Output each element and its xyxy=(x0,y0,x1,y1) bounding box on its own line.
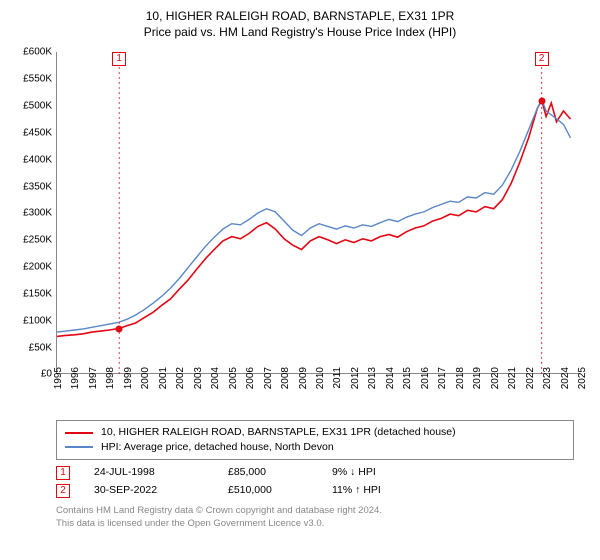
x-axis-tick: 2000 xyxy=(140,367,151,389)
marker-date: 24-JUL-1998 xyxy=(94,464,204,482)
y-axis-tick: £150K xyxy=(10,288,52,299)
x-axis-tick: 2022 xyxy=(525,367,536,389)
x-axis-tick: 2018 xyxy=(455,367,466,389)
x-axis-tick: 2013 xyxy=(367,367,378,389)
x-axis-tick: 2001 xyxy=(158,367,169,389)
x-axis-tick: 1996 xyxy=(70,367,81,389)
event-marker-box: 1 xyxy=(112,52,126,66)
y-axis-tick: £200K xyxy=(10,262,52,273)
legend-swatch xyxy=(65,432,93,434)
y-axis-tick: £350K xyxy=(10,181,52,192)
legend-item: 10, HIGHER RALEIGH ROAD, BARNSTAPLE, EX3… xyxy=(65,425,565,440)
marker-number-box: 2 xyxy=(56,484,70,498)
marker-delta: 9% ↓ HPI xyxy=(332,464,376,482)
legend-swatch xyxy=(65,446,93,448)
marker-row: 1 24-JUL-1998 £85,000 9% ↓ HPI xyxy=(56,464,574,482)
y-axis-tick: £450K xyxy=(10,127,52,138)
x-axis-tick: 2017 xyxy=(437,367,448,389)
sale-point xyxy=(116,325,123,332)
x-axis-tick: 2012 xyxy=(350,367,361,389)
marker-number-box: 1 xyxy=(56,466,70,480)
chart-title: 10, HIGHER RALEIGH ROAD, BARNSTAPLE, EX3… xyxy=(10,8,590,24)
x-axis-tick: 2019 xyxy=(472,367,483,389)
x-axis-tick: 1998 xyxy=(105,367,116,389)
x-axis-tick: 2009 xyxy=(298,367,309,389)
x-axis-tick: 2004 xyxy=(210,367,221,389)
series-hpi xyxy=(57,100,571,333)
x-axis-tick: 2021 xyxy=(507,367,518,389)
x-axis-tick: 2010 xyxy=(315,367,326,389)
x-axis-tick: 1999 xyxy=(123,367,134,389)
x-axis-tick: 2006 xyxy=(245,367,256,389)
marker-price: £510,000 xyxy=(228,482,308,500)
x-axis-tick: 2020 xyxy=(490,367,501,389)
x-axis-tick: 2014 xyxy=(385,367,396,389)
y-axis-tick: £50K xyxy=(10,342,52,353)
series-price_paid xyxy=(57,101,571,337)
y-axis-tick: £600K xyxy=(10,47,52,58)
y-axis-tick: £550K xyxy=(10,74,52,85)
x-axis-tick: 1995 xyxy=(53,367,64,389)
x-axis-tick: 2011 xyxy=(332,367,343,389)
footer-line-2: This data is licensed under the Open Gov… xyxy=(56,518,574,531)
y-axis-tick: £400K xyxy=(10,154,52,165)
x-axis-tick: 2003 xyxy=(193,367,204,389)
sale-point xyxy=(538,97,545,104)
marker-date: 30-SEP-2022 xyxy=(94,482,204,500)
legend: 10, HIGHER RALEIGH ROAD, BARNSTAPLE, EX3… xyxy=(56,420,574,459)
legend-item: HPI: Average price, detached house, Nort… xyxy=(65,440,565,455)
event-marker-box: 2 xyxy=(535,52,549,66)
chart-lines xyxy=(57,52,580,373)
x-axis-tick: 2002 xyxy=(175,367,186,389)
marker-table: 1 24-JUL-1998 £85,000 9% ↓ HPI 2 30-SEP-2022 £… xyxy=(56,464,574,500)
x-axis-tick: 1997 xyxy=(88,367,99,389)
x-axis-tick: 2023 xyxy=(542,367,553,389)
x-axis-tick: 2008 xyxy=(280,367,291,389)
chart-subtitle: Price paid vs. HM Land Registry's House … xyxy=(10,24,590,40)
x-axis-tick: 2016 xyxy=(420,367,431,389)
y-axis-tick: £0 xyxy=(10,369,52,380)
x-axis-tick: 2015 xyxy=(402,367,413,389)
x-axis-tick: 2007 xyxy=(263,367,274,389)
legend-label: 10, HIGHER RALEIGH ROAD, BARNSTAPLE, EX3… xyxy=(101,425,456,440)
footer-line-1: Contains HM Land Registry data © Crown c… xyxy=(56,505,574,518)
marker-row: 2 30-SEP-2022 £510,000 11% ↑ HPI xyxy=(56,482,574,500)
marker-price: £85,000 xyxy=(228,464,308,482)
x-axis-tick: 2005 xyxy=(228,367,239,389)
y-axis-tick: £300K xyxy=(10,208,52,219)
plot-area: 12 xyxy=(56,52,580,374)
y-axis-tick: £500K xyxy=(10,101,52,112)
footer-note: Contains HM Land Registry data © Crown c… xyxy=(56,505,574,531)
y-axis-tick: £250K xyxy=(10,235,52,246)
legend-label: HPI: Average price, detached house, Nort… xyxy=(101,440,334,455)
x-axis-tick: 2025 xyxy=(577,367,588,389)
y-axis-tick: £100K xyxy=(10,315,52,326)
marker-delta: 11% ↑ HPI xyxy=(332,482,381,500)
x-axis-tick: 2024 xyxy=(560,367,571,389)
chart: 12 £0£50K£100K£150K£200K£250K£300K£350K£… xyxy=(10,44,590,414)
